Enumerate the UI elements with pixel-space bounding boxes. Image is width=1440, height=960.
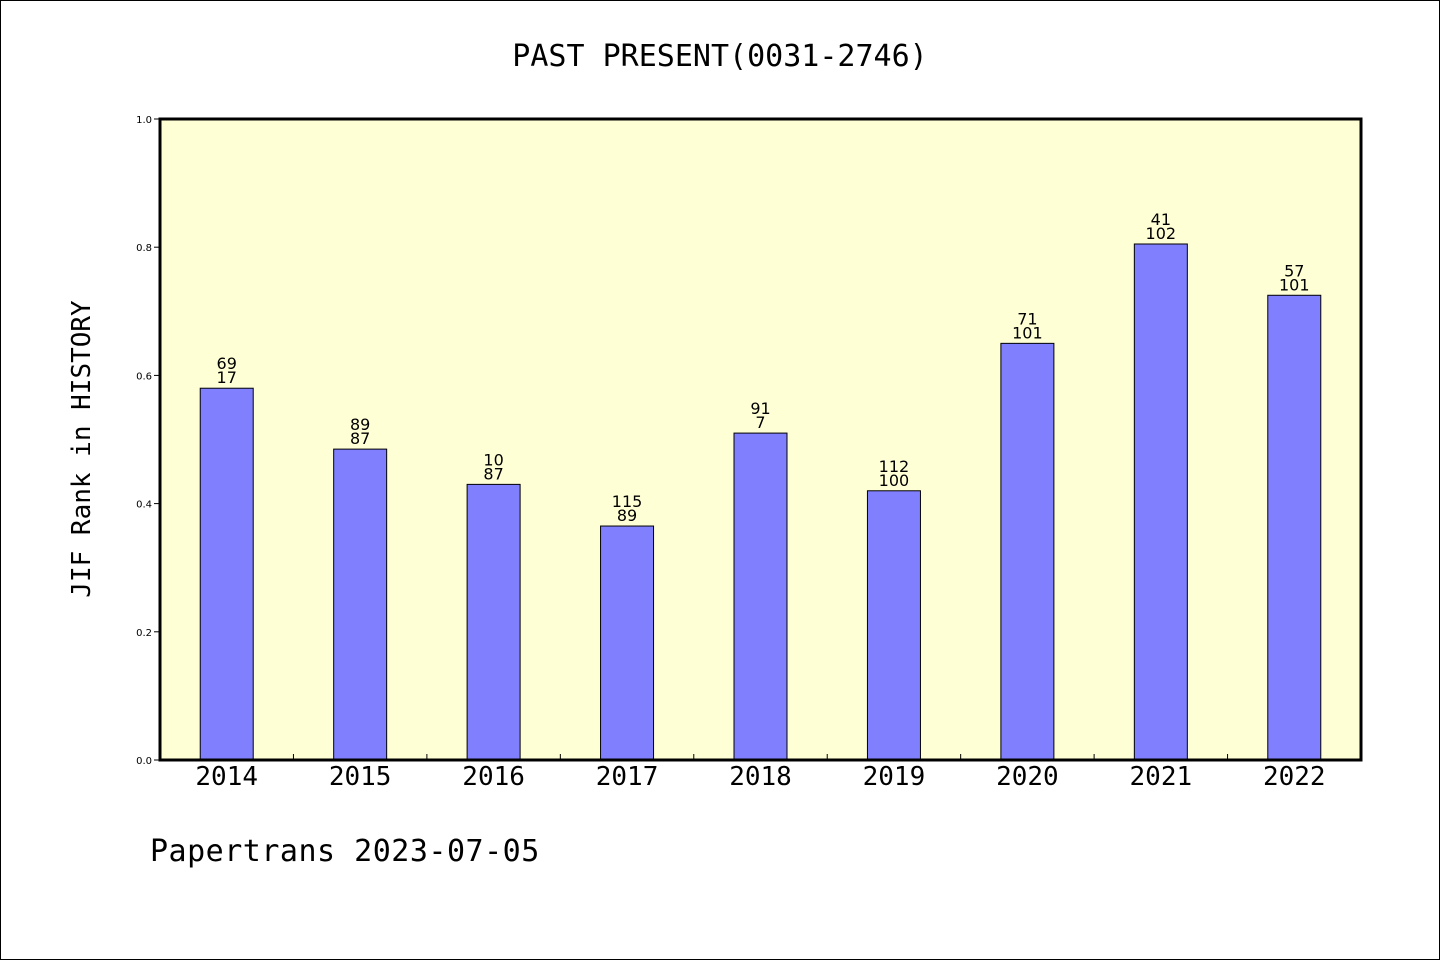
bar-2015	[333, 448, 388, 761]
total-label: 101	[1012, 323, 1043, 342]
bar-2019	[866, 490, 921, 761]
bar-2022	[1267, 294, 1322, 761]
x-tick-label: 2016	[462, 762, 525, 792]
bar-2016	[466, 483, 521, 761]
x-tick-label: 2014	[195, 762, 258, 792]
total-label: 101	[1279, 275, 1310, 294]
rank-label: 91	[750, 399, 770, 418]
rank-label: 89	[350, 415, 370, 434]
x-tick-label: 2017	[596, 762, 659, 792]
y-tick-label: 0.8	[136, 243, 152, 254]
total-label: 87	[350, 429, 370, 448]
bar-2014	[199, 387, 254, 761]
total-label: 89	[617, 506, 637, 525]
x-tick-label: 2019	[863, 762, 926, 792]
total-label: 7	[755, 413, 765, 432]
y-tick-label: 0.2	[136, 628, 152, 639]
rank-label: 41	[1151, 210, 1171, 229]
footer-source-date: Papertrans 2023-07-05	[150, 834, 540, 869]
rank-label: 71	[1017, 309, 1037, 328]
y-axis-label: JIF Rank in HISTORY	[67, 300, 97, 598]
rank-label: 115	[612, 492, 643, 511]
x-tick-label: 2022	[1263, 762, 1326, 792]
total-label: 100	[879, 471, 910, 490]
bar-2021	[1133, 243, 1188, 761]
data-labels: 6917898710871158991711210071101411025710…	[217, 210, 1310, 525]
total-label: 17	[217, 368, 237, 387]
x-axis-ticks: 2014 2015 2016 2017 2018 2019 2020 2021 2022	[195, 754, 1326, 792]
rank-label: 10	[483, 450, 503, 469]
bar-2020	[1000, 342, 1055, 761]
rank-label: 69	[217, 354, 237, 373]
y-tick-label: 0.6	[136, 371, 152, 382]
y-tick-label: 0.0	[136, 756, 152, 767]
bar-2018	[733, 432, 788, 761]
total-label: 102	[1146, 224, 1177, 243]
total-label: 87	[483, 464, 503, 483]
x-tick-label: 2015	[329, 762, 392, 792]
chart-title: PAST PRESENT(0031-2746)	[512, 39, 927, 74]
plot-border	[158, 117, 1363, 762]
rank-label: 57	[1284, 261, 1304, 280]
x-tick-label: 2020	[996, 762, 1059, 792]
y-tick-label: 1.0	[136, 115, 152, 126]
y-tick-label: 0.4	[136, 500, 152, 511]
x-tick-label: 2018	[729, 762, 792, 792]
x-tick-label: 2021	[1130, 762, 1193, 792]
bar-series	[199, 243, 1322, 761]
y-axis-ticks: 0.0 0.2 0.4 0.6 0.8 1.0	[136, 115, 160, 767]
bar-2017	[600, 525, 655, 761]
rank-label: 112	[879, 457, 910, 476]
